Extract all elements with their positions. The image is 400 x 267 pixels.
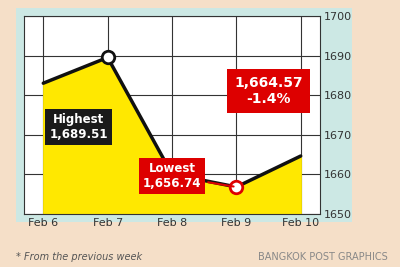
Text: Highest
1,689.51: Highest 1,689.51	[50, 113, 108, 141]
Text: BANGKOK POST GRAPHICS: BANGKOK POST GRAPHICS	[258, 252, 388, 262]
Text: 1,664.57
-1.4%: 1,664.57 -1.4%	[234, 76, 303, 184]
Text: Lowest
1,656.74: Lowest 1,656.74	[143, 162, 234, 190]
Text: * From the previous week: * From the previous week	[16, 252, 142, 262]
